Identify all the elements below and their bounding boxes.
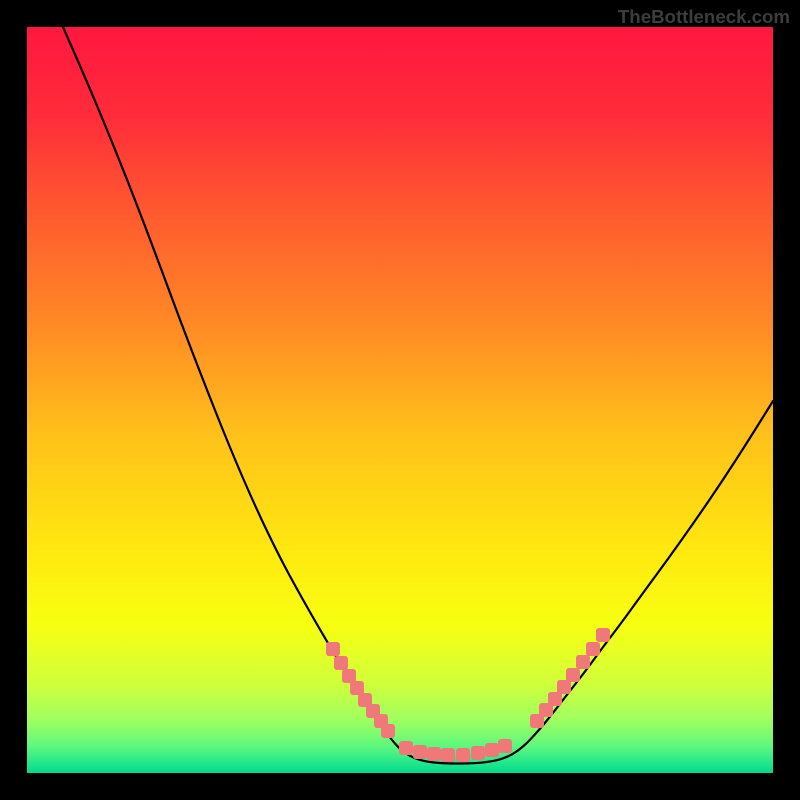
marker-valley-floor <box>498 739 512 753</box>
marker-valley-floor <box>413 745 427 759</box>
marker-valley-floor <box>427 747 441 761</box>
marker-valley-floor <box>441 748 455 762</box>
marker-left-descent <box>350 681 364 695</box>
marker-valley-floor <box>456 748 470 762</box>
marker-left-descent <box>326 642 340 656</box>
marker-valley-floor <box>485 743 499 757</box>
bottleneck-curve <box>63 27 773 764</box>
curve-layer <box>63 27 773 764</box>
attribution-text: TheBottleneck.com <box>618 6 790 28</box>
marker-left-descent <box>342 669 356 683</box>
marker-valley-floor <box>471 746 485 760</box>
marker-right-ascent <box>596 628 610 642</box>
chart-stage: TheBottleneck.com <box>0 0 800 800</box>
marker-right-ascent <box>586 642 600 656</box>
marker-right-ascent <box>566 668 580 682</box>
marker-right-ascent <box>576 655 590 669</box>
marker-right-ascent <box>557 680 571 694</box>
marker-valley-floor <box>399 741 413 755</box>
marker-left-descent <box>334 656 348 670</box>
marker-right-ascent <box>548 692 562 706</box>
chart-overlay <box>0 0 800 800</box>
marker-left-descent <box>381 724 395 738</box>
